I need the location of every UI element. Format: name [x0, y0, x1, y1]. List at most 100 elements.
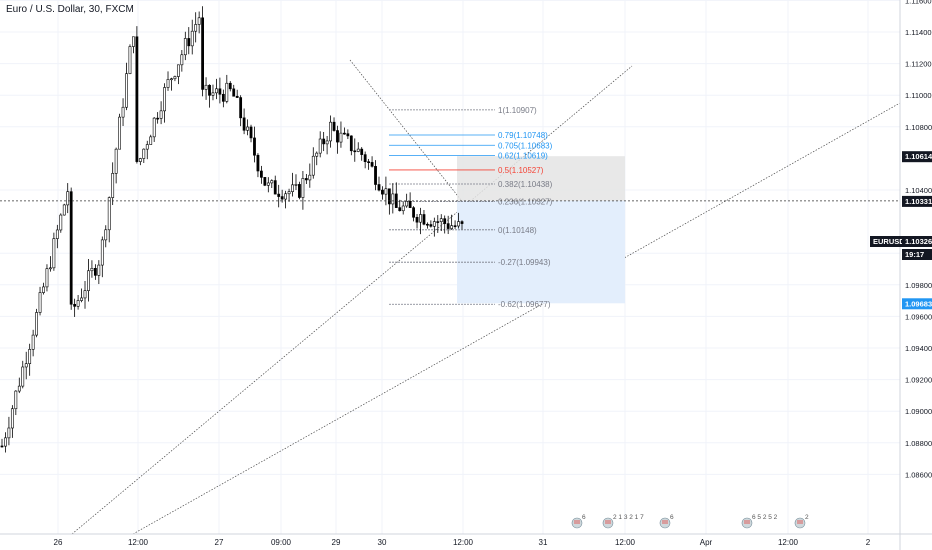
time-tick-label: 12:00: [615, 538, 636, 547]
candle-body: [367, 161, 371, 163]
price-axis[interactable]: 1.118001.116001.114001.112001.110001.108…: [870, 0, 932, 550]
fib-level-label: 0.236(1.10327): [498, 198, 553, 207]
candle-body: [170, 78, 173, 81]
bar-countdown-text: 19:17: [905, 250, 924, 259]
economic-events[interactable]: 6 2 1 3 2 1 7 6 6 5 2 5 2 2: [571, 514, 809, 529]
trendlines[interactable]: [71, 59, 901, 535]
candle-body: [104, 229, 108, 241]
candle-body: [405, 200, 409, 207]
event-marker[interactable]: 6: [571, 514, 586, 529]
candle-body: [114, 148, 118, 174]
bar-countdown-bg: [902, 249, 932, 260]
candle-body: [322, 138, 326, 145]
candle-body: [356, 148, 360, 152]
candle-body: [412, 207, 415, 218]
candle-body: [336, 130, 339, 143]
price-tick-label: 1.08600: [905, 470, 932, 479]
price-label-target[interactable]: 1.09683: [902, 298, 932, 310]
event-count: 6: [670, 514, 674, 521]
price-label-crosshair[interactable]: 1.10331: [902, 195, 932, 207]
fib-level-label: 0.5(1.10527): [498, 166, 544, 175]
candle-body: [343, 132, 346, 135]
grid-lines: [0, 0, 900, 534]
price-label-current-bg: [902, 236, 932, 247]
candle-body: [38, 292, 42, 313]
candle-body: [197, 17, 201, 25]
candle-body: [28, 349, 32, 364]
candle-body: [111, 173, 115, 198]
candle-body: [149, 136, 153, 145]
candle-body: [187, 38, 191, 47]
event-marker[interactable]: 6 5 2 5 2: [741, 514, 778, 529]
candle-body: [59, 214, 63, 231]
event-count: 2: [805, 514, 809, 521]
time-tick-label: 27: [215, 538, 224, 547]
time-tick-label: 26: [54, 538, 63, 547]
candle-body: [353, 150, 357, 153]
stop-zone[interactable]: [457, 156, 625, 201]
candle-body: [73, 303, 77, 307]
event-marker[interactable]: 2 1 3 2 1 7: [602, 514, 644, 529]
time-tick-label: 09:00: [271, 538, 292, 547]
time-tick-label: 29: [332, 538, 341, 547]
price-tick-label: 1.11000: [905, 91, 932, 100]
chart-title: Euro / U.S. Dollar, 30, FXCM: [6, 4, 134, 15]
candle-body: [398, 207, 402, 212]
price-label-current[interactable]: 1.10326: [902, 236, 932, 247]
candle-body: [436, 221, 440, 223]
candle-body: [55, 229, 59, 239]
event-marker[interactable]: 2: [794, 514, 809, 529]
candle-body: [301, 178, 305, 198]
candle-body: [83, 290, 87, 299]
candle-body: [45, 268, 49, 288]
price-tick-label: 1.11600: [905, 0, 932, 5]
candle-body: [128, 46, 132, 74]
price-tick-label: 1.08800: [905, 439, 932, 448]
risk-reward-zones[interactable]: [457, 156, 625, 304]
candle-body: [62, 204, 66, 216]
candlestick-series: [0, 6, 464, 453]
candle-body: [49, 267, 52, 270]
candle-body: [180, 54, 184, 66]
candle-body: [156, 117, 160, 120]
candle-body: [346, 133, 350, 137]
candle-body: [24, 363, 28, 368]
time-axis[interactable]: 26 12:00 27 09:00 29 30 12:00 31 12:00 Apr 12:00 2: [0, 533, 932, 547]
candle-body: [294, 184, 298, 186]
candle-body: [419, 214, 422, 223]
time-tick-label: 12:00: [778, 538, 799, 547]
fibonacci-levels[interactable]: 1(1.10907) 0.79(1.10748)0.705(1.10683)0.6…: [389, 106, 553, 309]
candle-body: [218, 88, 222, 95]
price-label-zone-top[interactable]: 1.10614: [902, 151, 932, 163]
candle-body: [166, 79, 170, 88]
candle-body: [176, 64, 180, 77]
bar-countdown[interactable]: 19:17: [902, 249, 932, 260]
candle-body: [221, 93, 225, 102]
trendline[interactable]: [132, 102, 901, 535]
candle-body: [204, 84, 208, 90]
price-label-current-text: 1.10326: [905, 237, 932, 246]
candle-body: [246, 126, 249, 131]
event-flag-stripes-icon: [744, 520, 750, 524]
candle-body: [142, 148, 146, 159]
candle-body: [429, 224, 433, 227]
candle-body: [349, 135, 353, 152]
candle-body: [201, 17, 205, 90]
target-zone[interactable]: [457, 200, 625, 304]
candle-body: [270, 180, 274, 184]
candle-body: [97, 264, 101, 276]
symbol-label[interactable]: EURUSD: [870, 236, 932, 247]
price-label-zone-top-text: 1.10614: [905, 152, 932, 161]
candle-body: [239, 97, 243, 119]
candle-body: [304, 178, 308, 181]
fib-level-label: -0.27(1.09943): [498, 258, 551, 267]
trendline[interactable]: [349, 59, 489, 235]
candle-body: [138, 158, 142, 162]
candle-body: [211, 92, 215, 96]
candle-body: [14, 390, 18, 410]
event-count: 6: [582, 514, 586, 521]
event-flag-stripes-icon: [574, 520, 580, 524]
event-marker[interactable]: 6: [659, 514, 674, 529]
candle-body: [80, 297, 83, 301]
